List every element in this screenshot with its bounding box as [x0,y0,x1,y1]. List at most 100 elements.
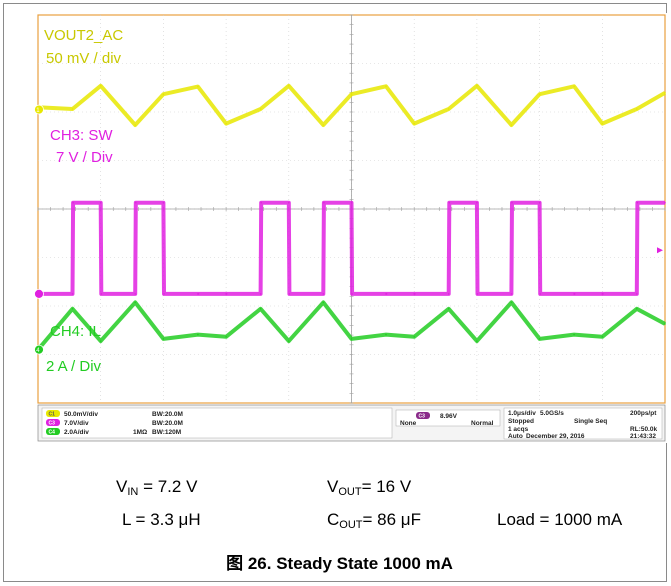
sample-rate-readout: 5.0GS/s [540,410,564,417]
point-interval-readout: 200ps/pt [630,410,657,417]
acq-count: 1 acqs [508,426,529,433]
data-point [350,93,353,95]
data-point [225,336,227,338]
load-condition: Load = 1000 mA [497,510,623,529]
data-point [636,293,638,295]
data-point [135,201,137,204]
data-point [601,122,604,125]
data-point [664,92,666,94]
data-point [476,85,478,87]
data-point [447,293,450,295]
data-point [510,293,513,295]
figure-frame: 1 4 VOUT2_AC 50 mV / div CH3: SW 7 V / Di… [3,3,669,582]
cout-condition: COUT= 86 μF [327,510,421,531]
ch4-badge [46,428,60,435]
data-point [134,293,136,295]
data-point [351,293,353,295]
data-point [288,293,291,295]
data-point [163,293,165,295]
data-point [259,293,262,295]
acq-date: December 29, 2016 [526,433,585,440]
data-point [664,201,666,204]
data-point [134,301,136,304]
data-point [413,122,416,125]
data-point [510,124,513,126]
data-point [260,201,262,204]
ch4-bw-readout: BW:120M [152,429,181,436]
trigger-mode: Normal [471,420,494,427]
data-point [99,85,102,87]
trigger-coupling: None [400,420,417,427]
data-point [538,93,541,95]
data-point [225,122,227,125]
data-point [288,201,290,204]
data-point [99,201,102,204]
data-point [259,108,262,110]
data-point [385,85,387,88]
data-point [636,108,638,110]
data-point [197,333,199,336]
data-point [71,293,74,295]
data-point [71,308,74,310]
data-point [636,201,639,204]
acq-time: 21:43:32 [630,433,656,440]
ch2-ground-marker[interactable] [34,288,44,299]
trigger-level: 8.96V [440,413,458,420]
ch3-bw-readout: BW:20.0M [152,420,183,427]
trigger-level-marker[interactable] [657,247,663,254]
ch1-ground-marker[interactable] [34,104,44,115]
data-point [476,293,479,295]
svg-text:C3: C3 [419,414,426,420]
data-point [323,201,325,204]
data-point [476,340,478,342]
timebase-readout: 1.0μs/div [508,410,536,417]
trace-1: 1 [34,83,666,127]
record-length: RL:50.0k [630,426,657,433]
data-point [448,201,451,204]
ch4-scale-readout: 2.0A/div [64,429,89,436]
ch1-scale-label: 50 mV / div [46,50,122,67]
data-point [636,308,638,310]
trigger-source-badge [416,412,430,419]
ch1-name-label: VOUT2_AC [44,27,123,44]
svg-text:C4: C4 [49,430,56,436]
data-point [162,201,165,204]
data-point [664,323,666,325]
ch3-scale-readout: 7.0V/div [64,420,89,427]
ch4-scale-label: 2 A / Div [46,358,102,375]
data-point [350,201,353,204]
data-point [538,201,541,204]
data-point [259,308,262,310]
data-point [350,338,353,340]
data-point [573,293,576,295]
figure-caption: 图 26. Steady State 1000 mA [226,554,453,573]
data-point [197,85,199,88]
data-point [288,85,290,87]
data-point [447,308,450,310]
data-point [134,124,136,126]
ch4-impedance-readout: 1MΩ [133,429,147,436]
data-point [539,293,541,295]
data-point [322,301,325,304]
data-point [322,293,325,295]
trace-2 [34,200,666,299]
ch3-name-label: CH3: SW [50,127,113,144]
data-point [511,201,513,204]
data-point [197,293,200,295]
data-point [602,293,604,295]
ch3-badge [46,419,60,426]
ch1-badge [46,410,60,417]
ch3-scale-label: 7 V / Div [56,149,113,166]
data-point [100,293,103,295]
data-point [601,336,604,338]
data-point [573,333,575,336]
ch3-ground-marker[interactable] [34,344,44,355]
acq-seq: Single Seq [574,418,607,425]
data-point [385,293,388,295]
data-point [447,108,450,110]
data-point [225,293,228,295]
vout-condition: VOUT= 16 V [327,477,412,498]
data-point [322,124,325,126]
ch4-name-label: CH4: IL [50,323,101,340]
trace-3: 4 [34,300,666,355]
